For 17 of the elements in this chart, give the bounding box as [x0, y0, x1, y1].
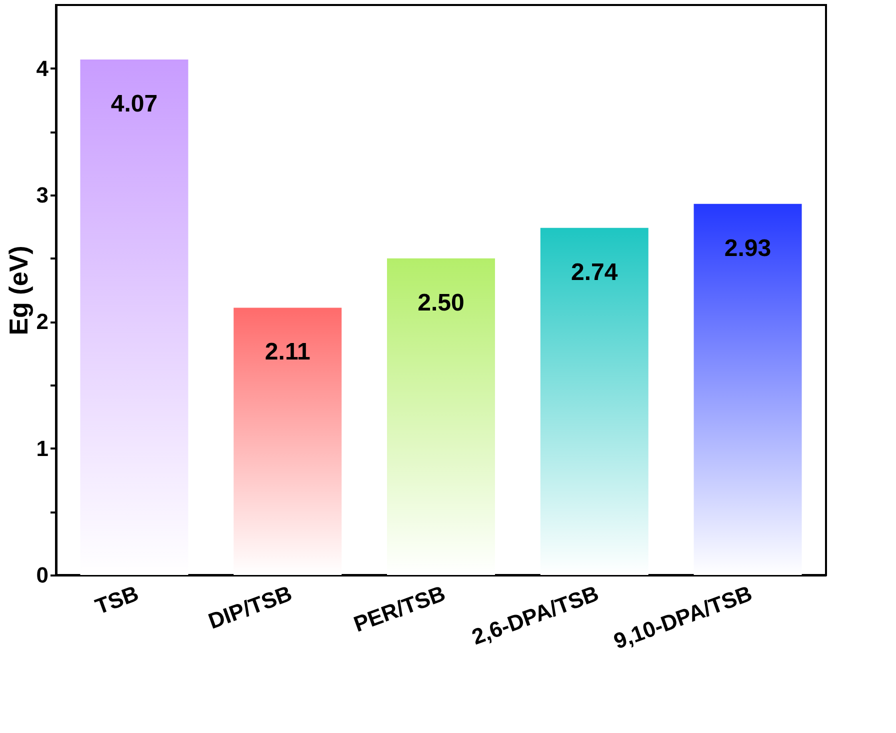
- data-label: 2.50: [418, 289, 464, 316]
- y-tick-label: 0: [36, 562, 48, 588]
- bar: [694, 204, 802, 575]
- data-label: 4.07: [110, 90, 158, 118]
- data-label: 2.74: [571, 258, 618, 286]
- data-label: 2.93: [724, 234, 772, 262]
- bar: [234, 308, 342, 575]
- bar: [387, 258, 495, 575]
- bar: [540, 228, 648, 575]
- data-label: 2.11: [264, 338, 310, 366]
- y-tick-label: 4: [36, 56, 50, 81]
- y-tick-label: 3: [36, 182, 48, 208]
- x-tick-label: TSB: [92, 580, 142, 620]
- y-tick-label: 2: [36, 309, 48, 334]
- y-tick-label: 1: [36, 436, 48, 461]
- y-axis-title: Eg (eV): [3, 246, 34, 336]
- bar: [80, 59, 188, 575]
